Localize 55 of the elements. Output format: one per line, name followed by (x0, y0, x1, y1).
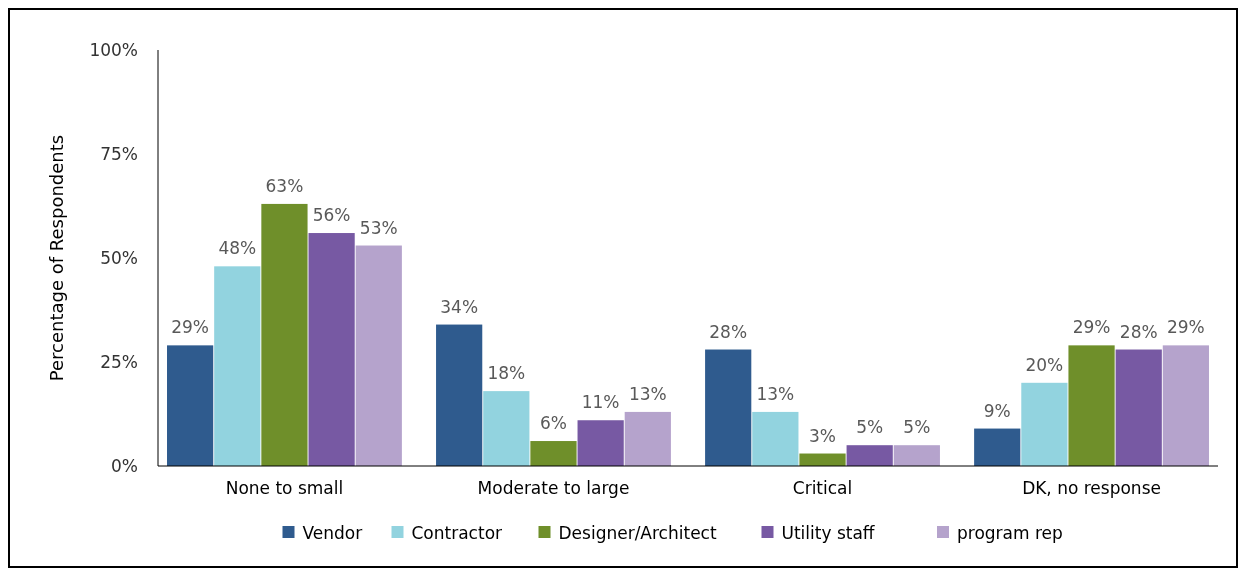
data-label: 29% (1072, 317, 1111, 338)
bar (1115, 349, 1162, 466)
x-tick-label: None to small (225, 478, 344, 498)
data-label: 56% (312, 205, 351, 226)
data-label: 29% (171, 317, 210, 338)
data-label: 29% (1166, 317, 1205, 338)
legend-label: Vendor (302, 522, 363, 543)
data-label: 18% (487, 363, 526, 384)
x-tick-label: Moderate to large (477, 478, 630, 498)
bar (1021, 382, 1068, 466)
bar (308, 233, 355, 466)
legend-label: Contractor (411, 522, 503, 543)
bar (214, 266, 261, 466)
data-label: 5% (856, 417, 884, 438)
data-label: 28% (709, 321, 748, 342)
data-label: 11% (581, 392, 620, 413)
y-tick-label: 0% (111, 455, 138, 476)
bar (624, 411, 671, 466)
data-label: 13% (628, 383, 667, 404)
data-label: 34% (440, 296, 479, 317)
bar (530, 441, 577, 466)
legend-label: Utility staff (781, 522, 876, 543)
y-tick-label: 100% (89, 39, 138, 60)
bar (705, 349, 752, 466)
bar (355, 245, 402, 466)
data-label: 3% (809, 425, 837, 446)
bar (1068, 345, 1115, 466)
bar (1162, 345, 1209, 466)
data-label: 28% (1119, 321, 1158, 342)
data-label: 9% (983, 400, 1011, 421)
data-label: 5% (903, 417, 931, 438)
bar (483, 391, 530, 466)
bar (974, 428, 1021, 466)
y-tick-label: 25% (100, 351, 138, 372)
x-tick-label: Critical (792, 478, 853, 498)
data-label: 13% (756, 383, 795, 404)
bar (577, 420, 624, 466)
x-tick-label: DK, no response (1022, 478, 1161, 498)
data-label: 63% (265, 175, 304, 196)
bar (799, 453, 846, 466)
bar (752, 411, 799, 466)
bar (436, 324, 483, 466)
y-tick-label: 75% (100, 143, 138, 164)
legend-label: Designer/Architect (558, 522, 717, 543)
data-label: 6% (539, 413, 567, 434)
bar (167, 345, 214, 466)
bar (846, 445, 893, 466)
bar (261, 203, 308, 466)
data-label: 53% (359, 217, 398, 238)
legend-label: program rep (957, 522, 1063, 543)
bar (893, 445, 940, 466)
y-axis-title: Percentage of Respondents (46, 134, 67, 382)
data-label: 48% (218, 238, 257, 259)
y-tick-label: 50% (100, 247, 138, 268)
data-label: 20% (1025, 354, 1064, 375)
